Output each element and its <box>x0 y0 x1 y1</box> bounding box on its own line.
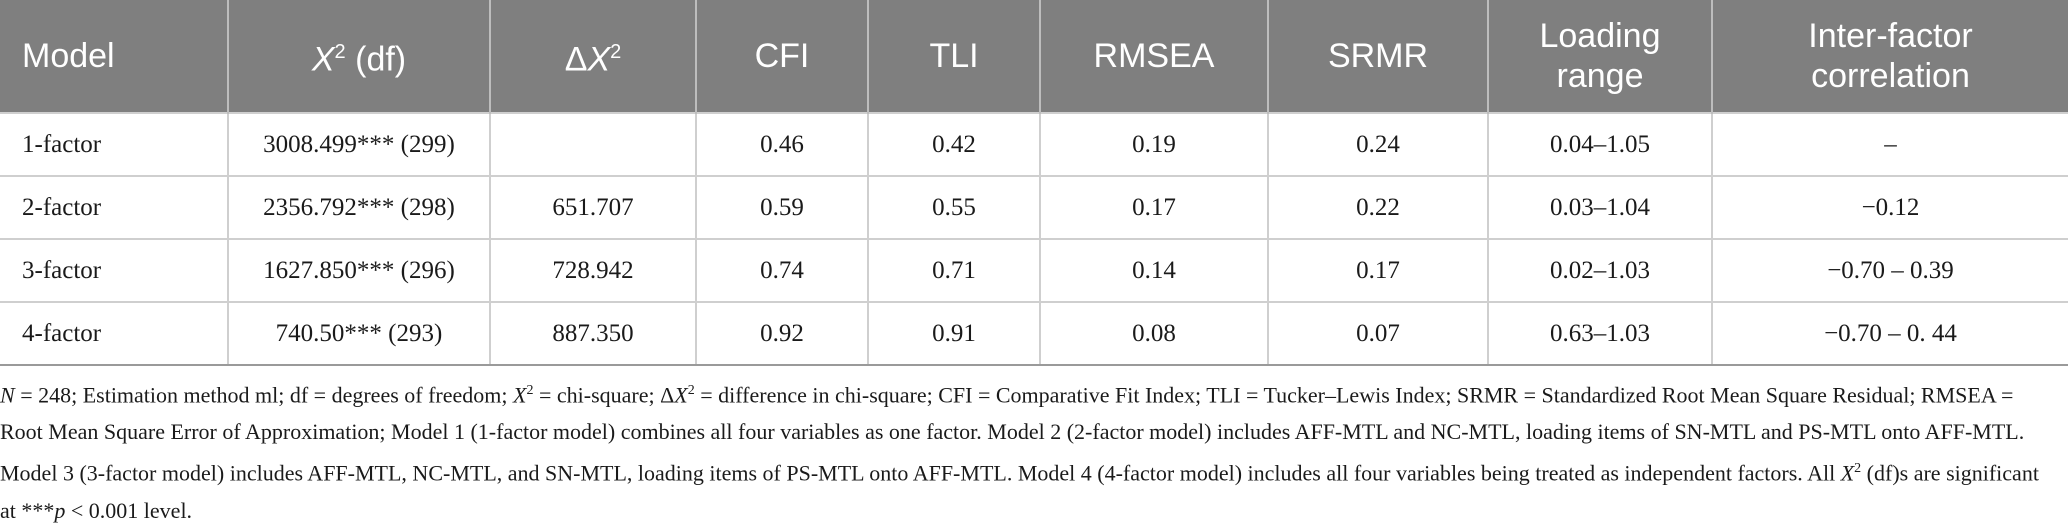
cell-cfi: 0.46 <box>695 112 869 177</box>
note-superscript-3: 2 <box>1854 461 1862 477</box>
chi-df-label: (df) <box>345 40 407 79</box>
cell-cfi: 0.74 <box>695 238 869 303</box>
note-chi-symbol-1: X <box>513 382 527 408</box>
header-rmsea: RMSEA <box>1039 0 1269 113</box>
cell-rmsea: 0.08 <box>1039 301 1269 366</box>
header-loading-range: Loading range <box>1487 0 1713 113</box>
cell-loading-range: 0.02–1.03 <box>1487 238 1713 303</box>
cell-srmr: 0.22 <box>1267 175 1489 240</box>
cell-rmsea: 0.19 <box>1039 112 1269 177</box>
cell-cfi: 0.59 <box>695 175 869 240</box>
cell-srmr: 0.07 <box>1267 301 1489 366</box>
cell-loading-range: 0.63–1.03 <box>1487 301 1713 366</box>
header-chi-square: X2 (df) <box>227 0 491 113</box>
cell-tli: 0.55 <box>867 175 1041 240</box>
cell-model: 3-factor <box>0 238 229 303</box>
cell-srmr: 0.24 <box>1267 112 1489 177</box>
table-footnote: N = 248; Estimation method ml; df = degr… <box>0 372 2050 529</box>
cell-delta-chi-square <box>489 112 697 177</box>
header-row: Model X2 (df) ΔX2 CFI TLI RMSEA SRMR Loa… <box>0 0 2068 113</box>
cell-loading-range: 0.04–1.05 <box>1487 112 1713 177</box>
note-text-1: = 248; Estimation method ml; df = degree… <box>14 382 514 408</box>
cell-cfi: 0.92 <box>695 301 869 366</box>
cell-inter-factor-correlation: −0.70 – 0. 44 <box>1711 301 2068 366</box>
note-text-3: = difference in chi-square; CFI = Compar… <box>0 382 2025 486</box>
cell-inter-factor-correlation: −0.70 – 0.39 <box>1711 238 2068 303</box>
delta-chi-superscript: 2 <box>610 41 622 64</box>
cell-tli: 0.42 <box>867 112 1041 177</box>
header-tli: TLI <box>867 0 1041 113</box>
table-row: 4-factor 740.50*** (293) 887.350 0.92 0.… <box>0 301 2068 366</box>
header-delta-chi-square: ΔX2 <box>489 0 697 113</box>
cell-loading-range: 0.03–1.04 <box>1487 175 1713 240</box>
note-text-5: < 0.001 level. <box>65 497 193 523</box>
cell-rmsea: 0.17 <box>1039 175 1269 240</box>
cell-chi-square: 2356.792*** (298) <box>227 175 491 240</box>
cell-model: 4-factor <box>0 301 229 366</box>
cell-tli: 0.91 <box>867 301 1041 366</box>
table-row: 2-factor 2356.792*** (298) 651.707 0.59 … <box>0 175 2068 240</box>
cell-srmr: 0.17 <box>1267 238 1489 303</box>
note-text-4: (df)s are significant at *** <box>0 460 2039 523</box>
header-inter-factor-correlation: Inter-factor correlation <box>1711 0 2068 113</box>
header-srmr: SRMR <box>1267 0 1489 113</box>
note-superscript-2: 2 <box>687 383 695 398</box>
header-model: Model <box>0 0 229 113</box>
note-superscript-1: 2 <box>526 383 534 398</box>
cell-chi-square: 3008.499*** (299) <box>227 112 491 177</box>
note-chi-symbol-3: X <box>1840 460 1855 486</box>
cell-delta-chi-square: 728.942 <box>489 238 697 303</box>
cell-model: 1-factor <box>0 112 229 177</box>
note-chi-symbol-2: X <box>674 382 688 408</box>
cell-delta-chi-square: 651.707 <box>489 175 697 240</box>
chi-superscript: 2 <box>334 41 346 64</box>
table-row: 3-factor 1627.850*** (296) 728.942 0.74 … <box>0 238 2068 303</box>
cell-inter-factor-correlation: – <box>1711 112 2068 177</box>
table-row: 1-factor 3008.499*** (299) 0.46 0.42 0.1… <box>0 112 2068 177</box>
cell-inter-factor-correlation: −0.12 <box>1711 175 2068 240</box>
note-text-2: = chi-square; Δ <box>533 382 675 408</box>
delta-chi-symbol: X <box>587 40 611 79</box>
cell-delta-chi-square: 887.350 <box>489 301 697 366</box>
note-n: N <box>0 382 15 408</box>
header-cfi: CFI <box>695 0 869 113</box>
cell-model: 2-factor <box>0 175 229 240</box>
cell-chi-square: 740.50*** (293) <box>227 301 491 366</box>
chi-symbol: X <box>311 40 335 79</box>
cell-rmsea: 0.14 <box>1039 238 1269 303</box>
cell-tli: 0.71 <box>867 238 1041 303</box>
cell-chi-square: 1627.850*** (296) <box>227 238 491 303</box>
fit-indices-table: Model X2 (df) ΔX2 CFI TLI RMSEA SRMR Loa… <box>0 0 2068 366</box>
delta-symbol: Δ <box>564 40 588 79</box>
note-p: p <box>54 497 66 523</box>
